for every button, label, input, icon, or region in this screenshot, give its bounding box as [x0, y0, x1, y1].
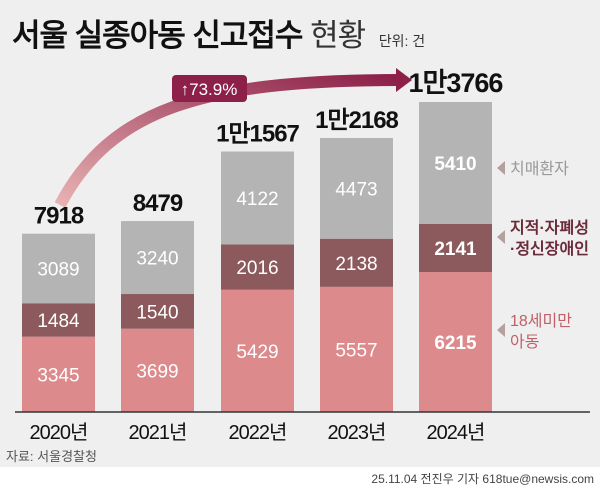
growth-badge-text: ↑73.9% — [181, 80, 238, 99]
unit-label: 단위: 건 — [378, 33, 426, 49]
legend-label: 치매환자 — [510, 160, 569, 178]
segment-label: 5557 — [335, 340, 377, 361]
total-label: 1만3766 — [409, 68, 504, 98]
arrow-head-icon — [396, 68, 412, 92]
bar-segment — [121, 294, 194, 329]
legend-pointer-icon — [497, 161, 505, 175]
bar-segment — [419, 102, 492, 224]
legend-pointer-icon — [497, 230, 505, 244]
bar-segment — [121, 221, 194, 295]
bar-segment — [22, 303, 95, 337]
total-label: 8479 — [133, 190, 183, 217]
title-main: 서울 실종아동 신고접수 — [12, 18, 303, 53]
bar-segment — [22, 233, 95, 304]
segment-label: 2141 — [434, 239, 477, 260]
segment-label: 1484 — [37, 311, 80, 332]
segment-label: 4122 — [236, 189, 278, 210]
title-sub: 현황 — [310, 18, 366, 53]
segment-label: 6215 — [434, 333, 477, 354]
source-note: 자료: 서울경찰청 — [6, 449, 97, 464]
bar-segment — [419, 223, 492, 273]
chart-title: 서울 실종아동 신고접수 현황 단위: 건 — [12, 10, 425, 55]
legend-label: ·정신장애인 — [510, 240, 589, 258]
bar-segment — [320, 238, 393, 287]
stacked-bar-chart: ↑73.9% 3345 1484 3089 7918 2020년 3699 1540 3240 8… — [15, 68, 590, 444]
total-label: 1만1567 — [216, 121, 299, 148]
bar-segment — [419, 272, 492, 412]
legend-pointer-icon — [497, 323, 505, 337]
segment-label: 2016 — [236, 258, 278, 279]
segment-label: 3345 — [37, 365, 79, 386]
legend-label: 지적·자폐성 — [510, 218, 589, 237]
total-label: 7918 — [34, 203, 84, 230]
bar-segment — [320, 286, 393, 412]
segment-label: 3699 — [136, 361, 178, 382]
segment-label: 2138 — [335, 254, 377, 275]
legend-label: 아동 — [510, 333, 539, 351]
x-tick-label: 2021년 — [129, 421, 187, 444]
x-tick-label: 2022년 — [229, 421, 287, 444]
bar-segment — [221, 289, 294, 412]
bar-segment — [221, 244, 294, 290]
x-tick-label: 2020년 — [30, 421, 88, 444]
growth-badge — [172, 75, 247, 102]
growth-arrow — [54, 74, 401, 208]
bar-segment — [221, 151, 294, 245]
x-tick-label: 2024년 — [427, 421, 485, 444]
segment-label: 3089 — [37, 259, 79, 280]
segment-label: 5429 — [236, 342, 278, 363]
bar-segment — [22, 336, 95, 412]
credit-line: 25.11.04 전진우 기자 618tue@newsis.com — [371, 472, 594, 486]
legend-label: 18세미만 — [510, 312, 572, 330]
segment-label: 4473 — [335, 179, 377, 200]
segment-label: 5410 — [434, 154, 476, 175]
bar-segment — [121, 328, 194, 412]
segment-label: 3240 — [136, 249, 178, 270]
bar-segment — [320, 137, 393, 239]
x-tick-label: 2023년 — [328, 421, 386, 444]
total-label: 1만2168 — [315, 107, 398, 134]
segment-label: 1540 — [136, 302, 178, 323]
